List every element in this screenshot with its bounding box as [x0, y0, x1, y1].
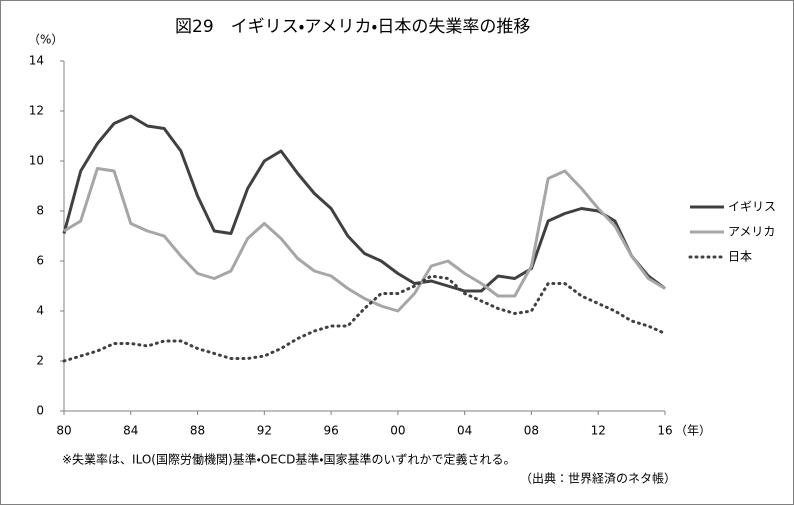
legend-label: 日本 — [728, 250, 752, 264]
y-tick-label: 10 — [29, 154, 44, 168]
y-tick-label: 0 — [36, 404, 44, 418]
x-tick-label: 80 — [56, 424, 71, 438]
x-tick-label: 88 — [190, 424, 205, 438]
legend-label: イギリス — [728, 200, 776, 214]
y-tick-label: 4 — [36, 304, 44, 318]
x-tick-label: 12 — [591, 424, 606, 438]
series-line — [62, 114, 666, 293]
legend-label: アメリカ — [728, 225, 775, 239]
x-unit: （年） — [675, 424, 711, 438]
y-unit: （%） — [28, 33, 63, 47]
x-tick-label: 04 — [457, 424, 472, 438]
series-line — [62, 274, 667, 363]
y-tick-label: 2 — [36, 354, 44, 368]
x-tick-label: 84 — [123, 424, 138, 438]
x-tick-label: 96 — [323, 424, 338, 438]
source: （出典：世界経済のネタ帳） — [520, 471, 676, 486]
x-tick-label: 00 — [390, 424, 405, 438]
x-tick-label: 92 — [257, 424, 272, 438]
x-tick-label: 08 — [524, 424, 539, 438]
footnote: ※失業率は、ILO(国際労働機関)基準・OECD基準・国家基準のいずれかで定義さ… — [62, 452, 515, 467]
series-line — [63, 167, 666, 313]
y-tick-label: 12 — [29, 104, 44, 118]
x-tick-label: 16 — [657, 424, 672, 438]
y-tick-label: 8 — [36, 204, 44, 218]
y-tick-label: 6 — [36, 254, 44, 268]
chart-title: 図29 イギリス・アメリカ・日本の失業率の推移 — [175, 17, 530, 37]
y-tick-label: 14 — [29, 54, 44, 68]
